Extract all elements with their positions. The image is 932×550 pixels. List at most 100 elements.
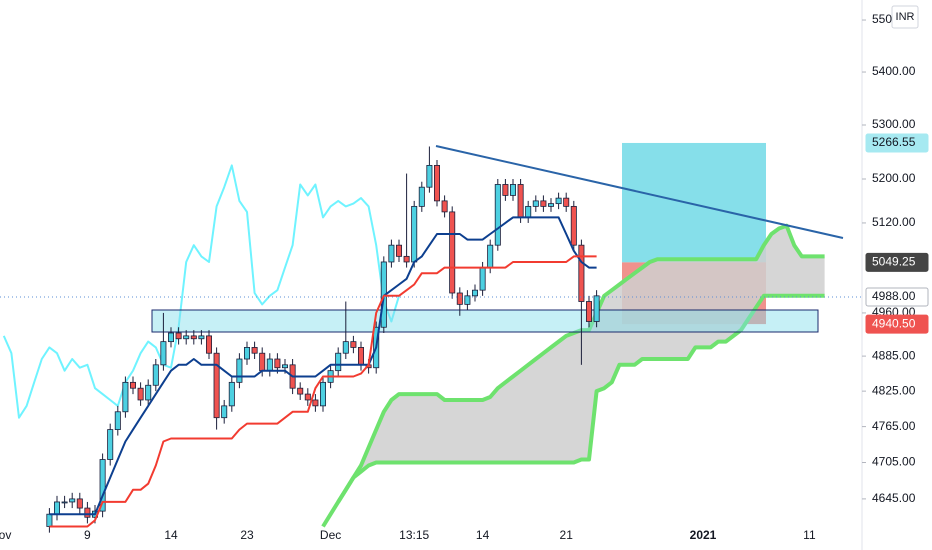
candle-body xyxy=(281,364,288,369)
candle-body xyxy=(411,205,418,263)
candle-body xyxy=(297,387,304,395)
candle-body xyxy=(167,332,174,343)
y-tick-label: 4765.00 xyxy=(872,419,916,433)
candle-body xyxy=(259,352,266,372)
currency-box[interactable] xyxy=(891,5,919,29)
candle-body xyxy=(593,295,600,322)
candle-body xyxy=(304,393,311,401)
x-tick-label: Dec xyxy=(320,528,341,542)
target-zone xyxy=(622,142,766,263)
candle-body xyxy=(532,200,539,207)
candle-body xyxy=(76,498,83,509)
candle-body xyxy=(221,405,228,419)
candle-body xyxy=(46,513,53,527)
price-series xyxy=(0,146,862,533)
y-tick-label: 5400.00 xyxy=(872,64,916,78)
base-line xyxy=(49,255,597,528)
candle-body xyxy=(251,347,258,354)
candle-body xyxy=(540,200,547,207)
candle-body xyxy=(213,352,220,419)
candle-body xyxy=(198,335,205,340)
candle-body xyxy=(312,399,319,407)
x-tick-label: 2021 xyxy=(690,528,717,542)
candle-body xyxy=(357,347,364,366)
candle-body xyxy=(441,200,448,213)
price-axis xyxy=(862,0,932,550)
candle-body xyxy=(509,184,516,196)
candle-body xyxy=(494,184,501,246)
candle-body xyxy=(175,332,182,340)
y-tick-label: 4705.00 xyxy=(872,455,916,469)
candle-body xyxy=(342,341,349,354)
candle-body xyxy=(502,184,509,196)
price-label: 5266.55 xyxy=(872,135,916,149)
candle-body xyxy=(160,341,167,366)
candle-body xyxy=(487,244,494,268)
candle-body xyxy=(548,203,555,207)
x-tick-label: 21 xyxy=(560,528,574,542)
price-label-box xyxy=(865,252,929,272)
candle-body xyxy=(152,364,159,386)
price-label: 5049.25 xyxy=(872,255,916,269)
candle-body xyxy=(69,498,76,503)
candle-body xyxy=(183,335,190,340)
candle-body xyxy=(464,295,471,305)
candle-body xyxy=(107,429,114,460)
y-tick-label: 4645.00 xyxy=(872,491,916,505)
x-tick-label: 11 xyxy=(803,528,816,542)
price-label: 4988.00 xyxy=(872,289,916,303)
candle-body xyxy=(517,184,524,218)
price-label-box xyxy=(865,314,929,334)
candle-body xyxy=(426,165,433,188)
x-tick-label: 14 xyxy=(476,528,490,542)
candle-body xyxy=(122,381,129,413)
candle-body xyxy=(418,186,425,207)
plot-area xyxy=(2,142,825,528)
candle-body xyxy=(228,381,235,407)
candle-body xyxy=(388,244,395,263)
lagging-line xyxy=(2,164,400,419)
y-tick-label: 4825.00 xyxy=(872,383,916,397)
candle-body xyxy=(471,289,478,297)
axis-labels: 4645.004705.004765.004825.004885.004960.… xyxy=(0,12,929,542)
candle-body xyxy=(145,384,152,401)
candle-body xyxy=(350,341,357,348)
candle-body xyxy=(266,358,273,372)
candle-body xyxy=(114,411,121,430)
x-tick-label: 9 xyxy=(84,528,91,542)
candle-body xyxy=(274,358,281,369)
candle-body xyxy=(456,292,463,305)
candle-body xyxy=(137,387,144,401)
candle-body xyxy=(479,267,486,291)
y-tick-label: 5120.00 xyxy=(872,215,916,229)
span-a xyxy=(321,223,825,528)
y-tick-label: 5200.00 xyxy=(872,171,916,185)
candle-body xyxy=(570,205,577,246)
span-b xyxy=(336,293,825,503)
currency: INR xyxy=(896,11,915,23)
candle-body xyxy=(395,244,402,257)
candle-body xyxy=(205,335,212,354)
x-tick-label: 13:15 xyxy=(399,528,429,542)
candle-body xyxy=(403,255,410,263)
x-tick-label: 23 xyxy=(240,528,254,542)
y-tick-label: 4885.00 xyxy=(872,348,916,362)
candle-body xyxy=(525,205,532,218)
candle-body xyxy=(563,197,570,207)
candle-body xyxy=(433,165,440,202)
price-label-box xyxy=(865,287,929,307)
conversion-line xyxy=(49,216,597,516)
candle-body xyxy=(84,507,91,518)
candle-body xyxy=(449,211,456,294)
candle-body xyxy=(586,301,593,322)
candle-body xyxy=(54,501,61,515)
price-label: 4940.50 xyxy=(872,316,916,330)
candle-body xyxy=(319,381,326,407)
candle-body xyxy=(555,197,562,205)
support-zone xyxy=(151,309,819,333)
y-tick-label: 5300.00 xyxy=(872,117,916,131)
candle-body xyxy=(243,347,250,360)
candle-body xyxy=(236,358,243,383)
candle-body xyxy=(335,352,342,372)
candle-body xyxy=(129,381,136,389)
